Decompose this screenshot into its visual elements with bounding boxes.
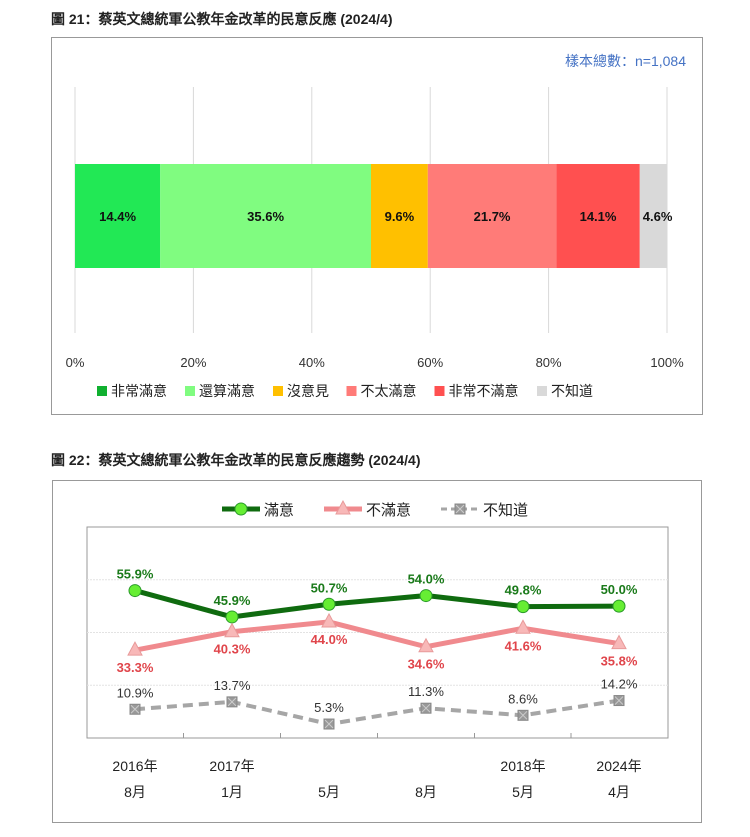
x-square-marker-cross [130,704,140,714]
data-label: 40.3% [214,642,251,657]
x-tick-label: 80% [536,355,562,370]
legend-swatch [434,386,445,396]
data-label: 14.2% [601,677,638,692]
data-label: 5.3% [314,700,344,715]
data-label: 11.3% [408,684,444,699]
data-label: 49.8% [505,583,542,598]
series-line-滿意 [134,588,620,620]
triangle-marker [127,641,143,656]
data-label: 45.9% [214,593,251,608]
series-line-不知道 [134,698,620,727]
data-label: 13.7% [214,678,251,693]
legend-label: 滿意 [264,501,294,519]
triangle-marker [611,634,627,650]
x-tick-label-month: 5月 [512,784,534,800]
legend-swatch [346,386,357,396]
x-tick-label-month: 5月 [318,784,340,800]
x-tick-label-year: 2024年 [596,758,641,774]
bar-data-label: 14.4% [99,209,136,224]
bar-segment [75,164,161,268]
triangle-marker [224,622,240,638]
x-tick-label-month: 8月 [415,784,437,800]
circle-marker [612,599,626,613]
chart1-title: 圖 21：蔡英文總統軍公教年金改革的民意反應 (2024/4) [51,11,393,27]
data-label: 35.8% [601,654,638,669]
bar-segment [371,164,428,268]
x-square-marker-cross [421,703,431,713]
data-label: 33.3% [117,660,154,675]
x-tick-label: 20% [180,355,206,370]
legend-label: 不知道 [551,383,593,399]
bar-segment [556,164,640,268]
bar-segment [639,164,667,268]
circle-marker [419,589,433,603]
bar-segment [427,164,557,268]
data-label: 10.9% [117,685,154,700]
x-tick-label-year: 2016年 [112,758,157,774]
chart2-title: 圖 22：蔡英文總統軍公教年金改革的民意反應趨勢 (2024/4) [51,452,421,468]
legend-label: 還算滿意 [199,383,255,399]
legend-swatch [97,386,107,396]
x-tick-label: 0% [66,355,85,370]
bar-data-label: 9.6% [385,209,415,224]
circle-marker [516,600,530,614]
triangle-marker [335,499,351,515]
circle-marker [128,584,142,598]
data-label: 8.6% [508,691,538,706]
data-label: 50.0% [601,582,638,597]
bar-data-label: 35.6% [247,209,284,224]
circle-marker [225,610,239,624]
triangle-marker [321,612,337,628]
x-square-marker-cross [614,696,624,705]
x-tick-label-month: 8月 [124,784,146,800]
x-square-marker-cross [324,719,334,729]
series-line-不滿意 [134,619,620,653]
legend-label: 不知道 [483,502,528,519]
x-tick-label: 40% [299,355,325,370]
x-tick-label-month: 1月 [221,784,243,800]
triangle-marker [515,619,531,634]
x-tick-label: 100% [650,355,684,370]
legend-swatch [273,386,283,396]
bar-data-label: 21.7% [474,209,511,224]
circle-marker [322,597,336,611]
x-tick-label-year: 2017年 [209,758,254,774]
data-label: 41.6% [505,638,542,653]
bar-data-label: 14.1% [580,209,617,224]
triangle-marker [418,637,434,653]
x-square-marker-cross [518,710,528,720]
legend-swatch [537,386,547,396]
x-square-marker-cross [455,504,465,514]
legend-swatch [185,386,195,396]
legend-label: 不太滿意 [361,383,417,399]
data-label: 54.0% [408,572,445,587]
x-tick-label: 60% [417,355,443,370]
data-label: 34.6% [408,657,445,672]
x-square-marker-cross [227,697,237,707]
x-tick-label-month: 4月 [608,784,630,800]
x-tick-label-year: 2018年 [500,758,545,774]
bar-segment [160,164,371,268]
circle-marker [234,502,248,516]
data-label: 44.0% [311,632,348,647]
data-label: 50.7% [311,580,348,595]
data-label: 55.9% [117,567,154,582]
legend-label: 非常不滿意 [449,383,519,399]
legend-label: 沒意見 [287,383,329,399]
legend-label: 不滿意 [366,501,411,519]
sample-size-annotation: 樣本總數：n=1,084 [565,53,686,69]
chart2-frame [52,480,702,823]
bar-data-label: 4.6% [643,209,673,224]
legend-label: 非常滿意 [111,383,167,399]
